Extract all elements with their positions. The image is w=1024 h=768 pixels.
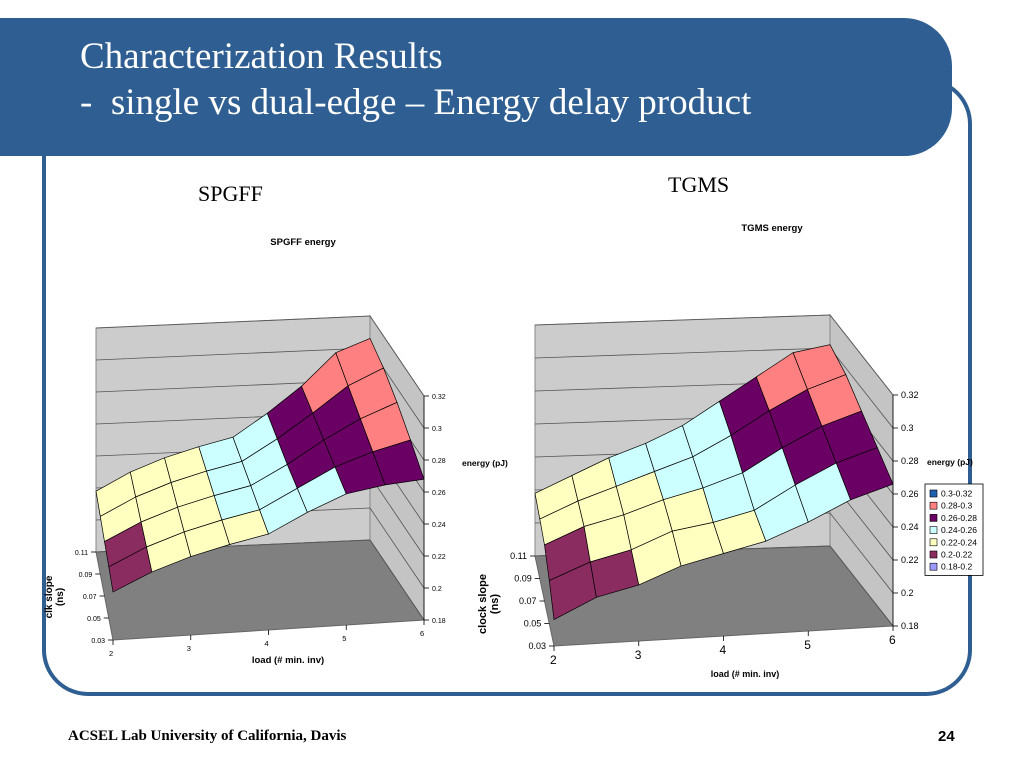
z-tick-label: 0.3 [432,426,442,433]
x-tick-label: 4 [720,643,727,657]
legend-label: 0.2-0.22 [941,550,972,560]
z-tick-label: 0.32 [901,390,919,400]
y-tick-label: 0.09 [79,572,93,579]
x-tick-label: 6 [889,633,896,647]
y-tick-label: 0.07 [83,594,97,601]
legend-swatch [929,514,938,522]
legend-label: 0.28-0.3 [941,501,972,511]
y-tick-label: 0.05 [524,619,542,629]
x-tick-label: 3 [187,644,191,653]
y-tick-label: 0.03 [528,641,546,651]
z-tick-label: 0.26 [432,490,446,497]
title-banner [0,18,952,156]
z-tick-label: 0.3 [901,423,914,433]
legend-label: 0.24-0.26 [941,525,977,535]
z-tick-label: 0.24 [901,522,919,532]
z-tick-label: 0.32 [432,394,446,401]
x-axis-label: load (# min. inv) [252,655,324,666]
z-tick-label: 0.18 [432,618,446,625]
heading-tgms: TGMS [668,172,730,197]
y-tick-label: 0.11 [75,550,88,557]
z-tick-label: 0.2 [901,588,914,598]
z-tick-label: 0.22 [432,554,446,561]
chart-title: SPGFF energy [270,237,336,248]
y-tick-label: 0.11 [510,551,527,561]
footer-affiliation: ACSEL Lab University of California, Davi… [68,728,347,744]
legend-swatch [929,538,938,547]
y-tick-label: 0.09 [514,574,532,584]
x-tick-label: 5 [804,638,811,652]
legend-swatch [929,562,938,571]
gridline [534,314,894,396]
x-tick-label: 4 [265,639,269,648]
legend-swatch [929,489,938,498]
legend-swatch [929,526,938,534]
title-line-1: Characterization Results [80,36,443,77]
page-number: 24 [938,728,955,745]
y-axis-label-unit: (ns) [55,588,66,606]
chart-title: TGMS energy [741,223,803,234]
legend-label: 0.3-0.32 [941,489,972,499]
z-tick-label: 0.28 [432,458,446,465]
surface-patch [835,447,894,501]
y-tick-label: 0.05 [87,616,101,623]
x-tick-label: 5 [342,634,346,643]
x-axis-label: load (# min. inv) [711,669,780,679]
slide-title: Characterization Results - single vs dua… [80,34,751,126]
heading-spgff: SPGFF [198,181,263,206]
y-tick-label: 0.07 [519,596,537,606]
y-axis-label: clock slope [477,574,489,634]
y-tick-label: 0.03 [91,638,105,645]
z-tick-label: 0.22 [901,555,919,565]
slide-frame [42,78,972,696]
x-tick-label: 6 [420,629,424,638]
surface-patch [372,439,425,486]
z-tick-label: 0.18 [901,621,919,631]
z-tick-label: 0.24 [432,522,446,529]
y-axis-label-unit: (ns) [489,594,501,615]
z-axis-label: energy (pJ) [462,458,508,468]
title-line-2: - single vs dual-edge – Energy delay pro… [80,82,752,123]
legend-swatch [929,550,938,559]
z-tick-label: 0.28 [901,456,919,466]
x-tick-label: 3 [635,648,642,662]
legend-label: 0.22-0.24 [941,537,977,547]
z-tick-label: 0.26 [901,489,919,499]
y-axis-label: clk slope [44,575,55,618]
z-axis-label: energy (pJ) [927,457,973,467]
legend-label: 0.18-0.2 [941,562,972,572]
z-tick-label: 0.2 [432,586,442,593]
x-tick-label: 2 [109,649,113,658]
legend-swatch [929,501,938,510]
gridline [95,315,425,397]
x-tick-label: 2 [550,653,557,667]
legend-label: 0.26-0.28 [941,513,977,523]
